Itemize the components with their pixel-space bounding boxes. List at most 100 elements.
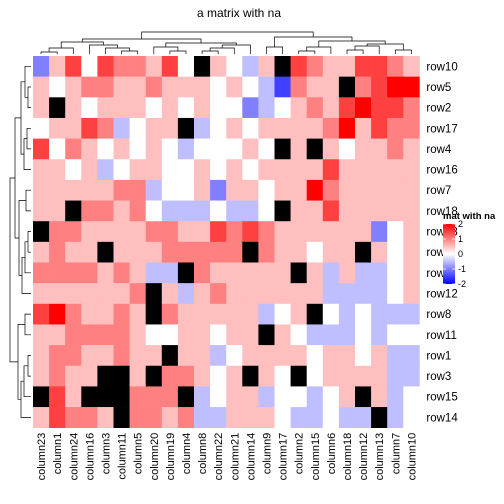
heatmap-cell bbox=[194, 221, 211, 243]
heatmap-cell bbox=[145, 117, 163, 139]
heatmap-cell bbox=[145, 200, 163, 222]
heatmap-cell bbox=[161, 262, 179, 284]
heatmap-cell bbox=[113, 407, 130, 428]
heatmap-cell bbox=[177, 345, 195, 367]
heatmap-cell bbox=[210, 365, 227, 387]
heatmap-cell bbox=[290, 179, 307, 201]
column-label: column15 bbox=[310, 433, 322, 481]
heatmap-cell bbox=[33, 303, 50, 325]
heatmap-cell bbox=[403, 221, 420, 243]
heatmap-cell bbox=[81, 303, 98, 325]
heatmap-cell bbox=[33, 324, 50, 346]
heatmap-cell bbox=[403, 303, 420, 325]
heatmap-cell bbox=[194, 200, 211, 222]
heatmap-cell bbox=[371, 56, 388, 77]
heatmap-cell bbox=[113, 262, 130, 284]
heatmap-cell bbox=[322, 56, 340, 77]
heatmap-cell bbox=[97, 179, 114, 201]
heatmap-cell bbox=[338, 407, 356, 428]
heatmap-cell bbox=[65, 324, 82, 346]
heatmap-cell bbox=[306, 324, 324, 346]
heatmap-cell bbox=[258, 76, 275, 98]
column-label: column12 bbox=[358, 433, 370, 481]
heatmap-cell bbox=[306, 365, 324, 387]
heatmap-cell bbox=[113, 138, 130, 160]
heatmap-cell bbox=[210, 56, 227, 77]
heatmap-cell bbox=[161, 56, 179, 77]
heatmap-cell bbox=[242, 324, 259, 346]
heatmap-cell bbox=[113, 365, 130, 387]
heatmap-cell bbox=[210, 283, 227, 305]
heatmap-cell bbox=[274, 283, 291, 305]
dendrogram-branch bbox=[25, 189, 31, 212]
dendrogram-branch bbox=[40, 51, 58, 54]
heatmap-cell bbox=[177, 386, 195, 408]
heatmap-cell bbox=[371, 386, 388, 408]
heatmap-cell bbox=[33, 262, 50, 284]
heatmap-cell bbox=[97, 138, 114, 160]
heatmap-cell bbox=[81, 97, 98, 119]
heatmap-cell bbox=[177, 221, 195, 243]
heatmap-cell bbox=[113, 241, 130, 263]
row-label: row7 bbox=[426, 185, 451, 197]
dendrogram-branch bbox=[24, 313, 31, 336]
heatmap-cell bbox=[242, 76, 259, 98]
heatmap-cell bbox=[242, 386, 259, 408]
dendrogram-branch bbox=[20, 81, 25, 155]
heatmap-cell bbox=[338, 117, 356, 139]
heatmap-cell bbox=[226, 221, 243, 243]
heatmap-cell bbox=[226, 365, 243, 387]
heatmap-cell bbox=[274, 76, 291, 98]
heatmap-cell bbox=[371, 97, 388, 119]
heatmap-cell bbox=[403, 241, 420, 263]
heatmap-cell bbox=[387, 97, 404, 119]
heatmap-cell bbox=[338, 56, 356, 77]
heatmap-cell bbox=[290, 117, 307, 139]
heatmap-cell bbox=[242, 221, 259, 243]
heatmap-cell bbox=[145, 283, 163, 305]
heatmap-cell bbox=[338, 283, 356, 305]
heatmap-cell bbox=[322, 138, 340, 160]
legend-tick-label: 0 bbox=[458, 249, 463, 259]
heatmap-cell bbox=[258, 303, 275, 325]
dendrogram-branch bbox=[27, 355, 31, 377]
dendrogram-branch bbox=[306, 46, 332, 54]
heatmap-cell bbox=[81, 241, 98, 263]
row-label: row2 bbox=[426, 103, 451, 115]
heatmap-cell bbox=[161, 345, 179, 367]
heatmap-cell bbox=[113, 283, 130, 305]
heatmap-cell bbox=[210, 241, 227, 263]
heatmap-cell bbox=[97, 241, 114, 263]
heatmap-cell bbox=[242, 345, 259, 367]
heatmap-cell bbox=[65, 407, 82, 428]
heatmap-cell bbox=[387, 407, 404, 428]
heatmap-cell bbox=[371, 324, 388, 346]
heatmap-cell bbox=[194, 407, 211, 428]
heatmap-cell bbox=[258, 117, 275, 139]
heatmap-cell bbox=[81, 324, 98, 346]
heatmap-cell bbox=[226, 283, 243, 305]
heatmap-cell bbox=[145, 56, 163, 77]
heatmap-cell bbox=[274, 159, 291, 181]
heatmap-cell bbox=[145, 407, 163, 428]
heatmap-cell bbox=[387, 138, 404, 160]
heatmap-cell bbox=[371, 221, 388, 243]
heatmap-cell bbox=[338, 345, 356, 367]
heatmap-cell bbox=[129, 283, 146, 305]
heatmap-cell bbox=[322, 262, 340, 284]
column-label: column2 bbox=[294, 433, 306, 475]
heatmap-cell bbox=[387, 200, 404, 222]
heatmap-cell bbox=[49, 303, 66, 325]
heatmap-cell bbox=[322, 159, 340, 181]
heatmap-cell bbox=[290, 200, 307, 222]
heatmap-cell bbox=[194, 303, 211, 325]
heatmap-cell bbox=[322, 345, 340, 367]
heatmap-cell bbox=[97, 76, 114, 98]
heatmap-cell bbox=[242, 407, 259, 428]
heatmap-cell bbox=[177, 283, 195, 305]
heatmap-cell bbox=[33, 117, 50, 139]
heatmap-cell bbox=[371, 262, 388, 284]
heatmap-cell bbox=[338, 97, 356, 119]
heatmap-cell bbox=[274, 365, 291, 387]
